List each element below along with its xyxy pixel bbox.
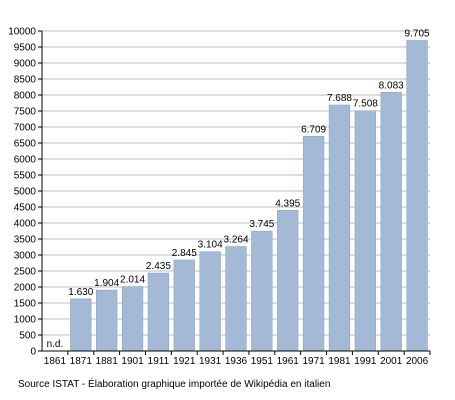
bar bbox=[173, 259, 195, 352]
bar bbox=[302, 136, 325, 352]
y-tick-label: 3500 bbox=[14, 235, 37, 246]
data-label: 2.845 bbox=[172, 248, 197, 259]
bar bbox=[354, 110, 376, 352]
x-tick-label: 1991 bbox=[354, 356, 377, 367]
x-tick-label: 1911 bbox=[148, 356, 170, 367]
y-tick-label: 9500 bbox=[14, 43, 37, 54]
data-label: n.d. bbox=[47, 339, 64, 350]
y-tick-label: 10000 bbox=[8, 27, 36, 38]
data-label: 8.083 bbox=[379, 80, 404, 91]
bar bbox=[251, 230, 273, 352]
x-tick-label: 1931 bbox=[199, 356, 222, 367]
bar bbox=[199, 251, 221, 352]
data-label: 3.104 bbox=[198, 240, 223, 251]
bar bbox=[406, 40, 428, 352]
y-tick-label: 2500 bbox=[14, 267, 37, 278]
y-tick-label: 6500 bbox=[14, 139, 37, 150]
bar bbox=[96, 289, 118, 352]
y-tick-label: 8000 bbox=[14, 91, 37, 102]
bar bbox=[225, 246, 247, 352]
x-tick-label: 1921 bbox=[173, 356, 196, 367]
data-label: 2.014 bbox=[120, 275, 145, 286]
y-tick-label: 0 bbox=[30, 347, 36, 358]
y-tick-label: 9000 bbox=[14, 59, 37, 70]
y-tick-label: 500 bbox=[19, 331, 36, 342]
y-tick-label: 8500 bbox=[14, 75, 37, 86]
x-tick-label: 2001 bbox=[380, 356, 403, 367]
data-label: 4.395 bbox=[275, 198, 300, 209]
x-tick-label: 1971 bbox=[302, 356, 325, 367]
bar bbox=[380, 92, 402, 352]
x-tick-label: 1951 bbox=[251, 356, 274, 367]
bar bbox=[277, 210, 299, 352]
x-tick-label: 1871 bbox=[70, 356, 93, 367]
y-tick-label: 4000 bbox=[14, 219, 37, 230]
x-tick-label: 1961 bbox=[277, 356, 300, 367]
y-tick-label: 1500 bbox=[14, 299, 37, 310]
bar bbox=[70, 298, 92, 352]
data-label: 3.745 bbox=[249, 219, 274, 230]
data-label: 7.508 bbox=[353, 99, 378, 110]
data-label: 2.435 bbox=[146, 261, 171, 272]
bar bbox=[121, 286, 144, 352]
data-label: 7.688 bbox=[327, 93, 352, 104]
data-label: 6.709 bbox=[301, 124, 326, 135]
data-label: 3.264 bbox=[223, 235, 248, 246]
y-tick-label: 1000 bbox=[14, 315, 37, 326]
x-tick-label: 1981 bbox=[328, 356, 351, 367]
source-note: Source ISTAT - Élaboration graphique imp… bbox=[18, 379, 331, 390]
data-label: 1.630 bbox=[68, 287, 93, 298]
y-tick-label: 3000 bbox=[14, 251, 37, 262]
x-tick-label: 1881 bbox=[96, 356, 119, 367]
bar bbox=[328, 104, 351, 352]
x-tick-label: 1901 bbox=[121, 356, 144, 367]
y-tick-label: 5500 bbox=[14, 171, 37, 182]
x-tick-label: 1936 bbox=[225, 356, 248, 367]
data-label: 9.705 bbox=[405, 28, 430, 39]
y-tick-label: 4500 bbox=[14, 203, 37, 214]
x-tick-label: 1861 bbox=[44, 356, 67, 367]
x-tick-label: 2006 bbox=[406, 356, 429, 367]
data-label: 1.904 bbox=[94, 278, 119, 289]
y-tick-label: 2000 bbox=[14, 283, 37, 294]
y-tick-label: 7000 bbox=[14, 123, 37, 134]
bar bbox=[147, 272, 170, 352]
y-tick-label: 7500 bbox=[14, 107, 37, 118]
y-tick-label: 5000 bbox=[14, 187, 37, 198]
y-tick-label: 6000 bbox=[14, 155, 37, 166]
